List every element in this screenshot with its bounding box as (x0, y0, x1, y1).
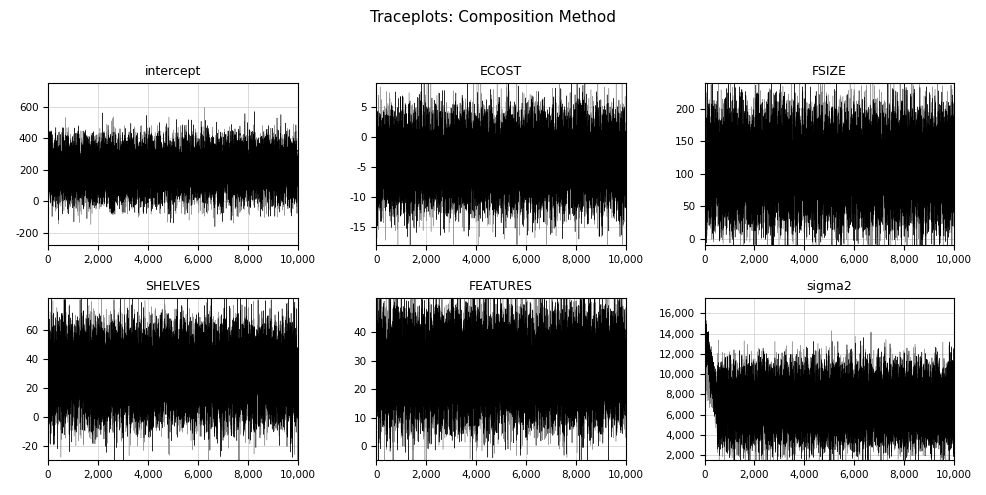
Title: intercept: intercept (145, 65, 201, 78)
Title: sigma2: sigma2 (806, 280, 851, 293)
Title: FSIZE: FSIZE (811, 65, 846, 78)
Title: SHELVES: SHELVES (145, 280, 200, 293)
Title: FEATURES: FEATURES (468, 280, 532, 293)
Title: ECOST: ECOST (479, 65, 522, 78)
Text: Traceplots: Composition Method: Traceplots: Composition Method (370, 10, 616, 25)
